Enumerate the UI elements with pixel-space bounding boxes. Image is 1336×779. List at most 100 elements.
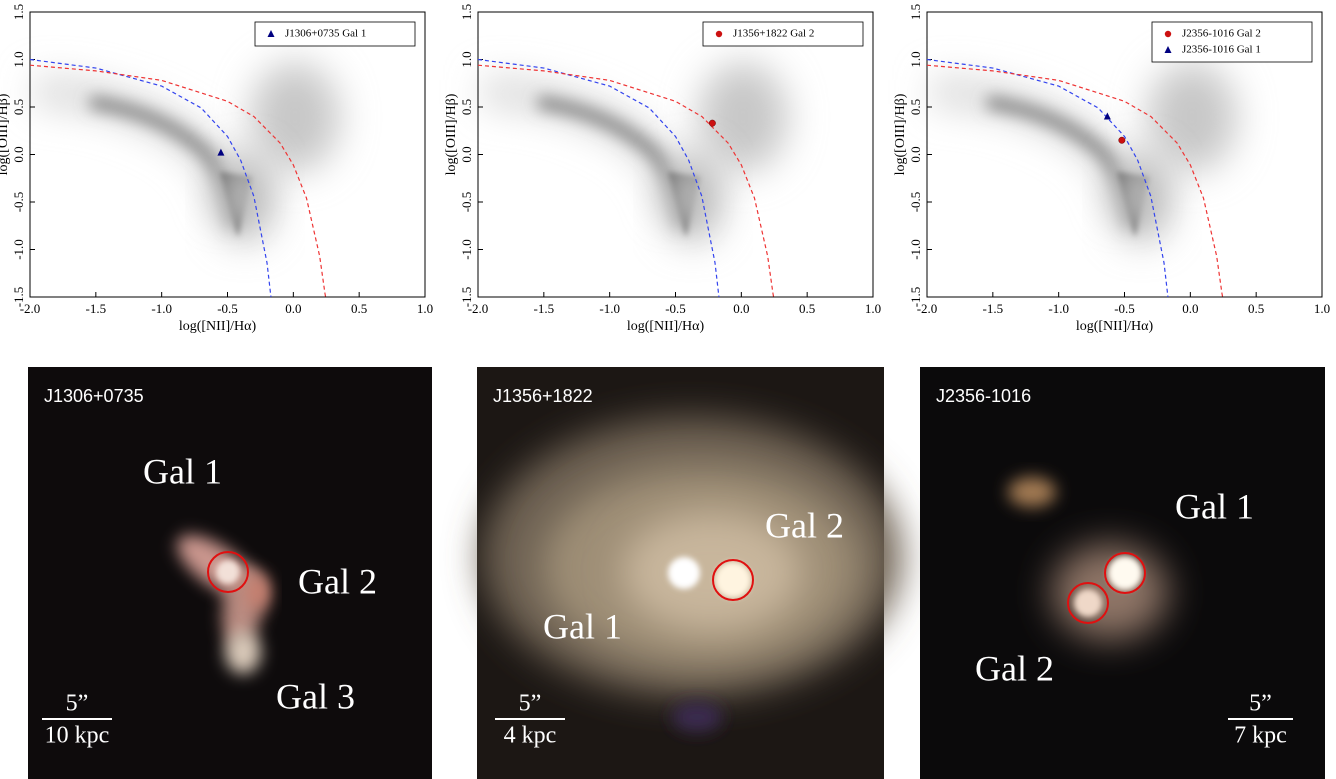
y-tick-label: 1.5	[459, 4, 474, 20]
x-tick-label: -2.0	[917, 301, 938, 316]
bpt-panel: -2.0 -1.5 -1.0 -0.5 0.0 0.5 1.0-1.5-1.0-0.50.0…	[893, 4, 1330, 334]
galaxy-glow	[622, 512, 802, 632]
x-tick-label: 0.5	[1248, 301, 1264, 316]
galaxy-glow	[1108, 556, 1142, 590]
galaxy-glow	[1008, 477, 1056, 507]
legend-label: J2356-1016 Gal 2	[1182, 28, 1261, 40]
scale-arcsec: 5”	[519, 691, 542, 717]
y-tick-label: 1.0	[908, 51, 923, 67]
galaxy-label: Gal 1	[543, 606, 622, 646]
bpt-panel: -2.0 -1.5 -1.0 -0.5 0.0 0.5 1.0-1.5-1.0-0.50.0…	[0, 4, 433, 334]
demarcation-curve	[477, 58, 720, 298]
x-tick-label: -1.5	[86, 301, 107, 316]
y-tick-label: -1.5	[11, 287, 26, 308]
y-tick-label: -1.0	[459, 239, 474, 260]
y-axis-label: log([OIII]/Hβ)	[444, 93, 459, 175]
galaxy-label: Gal 1	[1175, 486, 1254, 526]
x-tick-label: -2.0	[20, 301, 41, 316]
x-tick-label: 0.0	[733, 301, 749, 316]
x-tick-label: 0.5	[799, 301, 815, 316]
point	[1103, 112, 1111, 120]
galaxy-label: Gal 2	[765, 505, 844, 545]
y-tick-label: 1.5	[11, 4, 26, 20]
legend-box	[1151, 21, 1313, 63]
y-tick-label: -1.0	[11, 239, 26, 260]
galaxy-image: J1306+0735 Gal 1 Gal 2 Gal 3 5” 10 kpc	[28, 367, 432, 779]
galaxy-glow	[668, 557, 700, 589]
x-tick-label: -2.0	[468, 301, 489, 316]
demarcation-curve	[29, 58, 272, 298]
galaxy-glow	[715, 562, 751, 598]
galaxy-glow	[216, 560, 240, 584]
y-tick-label: -0.5	[459, 192, 474, 213]
y-tick-label: 0.0	[11, 146, 26, 162]
y-tick-label: -1.0	[908, 239, 923, 260]
legend-marker	[1164, 30, 1172, 38]
scale-kpc: 4 kpc	[504, 723, 557, 749]
x-tick-label: -0.5	[217, 301, 238, 316]
x-tick-label: -1.0	[1048, 301, 1069, 316]
x-tick-label: 1.0	[1314, 301, 1330, 316]
galaxy-image: J1356+1822 Gal 2 Gal 1 5” 4 kpc	[477, 367, 902, 779]
x-tick-label: -0.5	[665, 301, 686, 316]
x-axis-label: log([NII]/Hα)	[179, 319, 257, 334]
legend-marker	[715, 30, 723, 38]
galaxy-glow	[225, 630, 261, 674]
image-title: J1356+1822	[493, 386, 593, 406]
galaxy-glow	[672, 702, 722, 732]
legend-marker	[1164, 46, 1172, 53]
image-title: J2356-1016	[936, 386, 1031, 406]
x-axis-label: log([NII]/Hα)	[1076, 319, 1154, 334]
demarcation-curve	[29, 64, 327, 298]
legend-label: J1356+1822 Gal 2	[733, 28, 814, 40]
point	[217, 148, 225, 156]
x-tick-label: 1.0	[865, 301, 881, 316]
density-cloud	[483, 62, 788, 242]
bpt-panel: -2.0 -1.5 -1.0 -0.5 0.0 0.5 1.0-1.5-1.0-0.50.0…	[444, 4, 881, 334]
point	[708, 119, 716, 127]
y-tick-label: 1.0	[11, 51, 26, 67]
point	[1118, 136, 1126, 144]
aperture-circle	[1104, 552, 1146, 594]
galaxy-glow	[1074, 589, 1102, 617]
x-tick-label: -1.0	[151, 301, 172, 316]
y-tick-label: 1.5	[908, 4, 923, 20]
scale-arcsec: 5”	[66, 691, 89, 717]
x-tick-label: 0.5	[351, 301, 367, 316]
x-tick-label: -1.5	[534, 301, 555, 316]
x-tick-label: -1.0	[599, 301, 620, 316]
scale-kpc: 7 kpc	[1234, 723, 1287, 749]
plot-frame	[29, 11, 426, 298]
aperture-circle	[207, 551, 249, 593]
y-tick-label: 0.5	[908, 99, 923, 115]
y-tick-label: -1.5	[908, 287, 923, 308]
y-tick-label: -1.5	[459, 287, 474, 308]
x-tick-label: 0.0	[285, 301, 301, 316]
demarcation-curve	[477, 64, 775, 298]
legend-label: J2356-1016 Gal 1	[1182, 44, 1261, 56]
y-tick-label: 0.5	[459, 99, 474, 115]
demarcation-curve	[926, 64, 1224, 298]
galaxy-glow	[246, 574, 270, 610]
y-tick-label: 0.0	[459, 146, 474, 162]
legend-box	[702, 21, 864, 47]
galaxy-label: Gal 2	[975, 648, 1054, 688]
density-cloud	[932, 62, 1237, 242]
scale-kpc: 10 kpc	[45, 723, 110, 749]
legend-marker	[267, 30, 275, 37]
x-tick-label: -1.5	[983, 301, 1004, 316]
y-axis-label: log([OIII]/Hβ)	[0, 93, 11, 175]
galaxy-image: J2356-1016 Gal 1 Gal 2 5” 7 kpc	[920, 367, 1325, 779]
aperture-circle	[712, 559, 754, 601]
plot-frame	[477, 11, 874, 298]
x-tick-label: 1.0	[417, 301, 433, 316]
legend-label: J1306+0735 Gal 1	[285, 28, 366, 40]
density-cloud	[35, 62, 340, 242]
x-tick-label: -0.5	[1114, 301, 1135, 316]
galaxy-label: Gal 1	[143, 451, 222, 491]
y-tick-label: -0.5	[11, 192, 26, 213]
aperture-circle	[1067, 582, 1109, 624]
legend-box	[254, 21, 416, 47]
